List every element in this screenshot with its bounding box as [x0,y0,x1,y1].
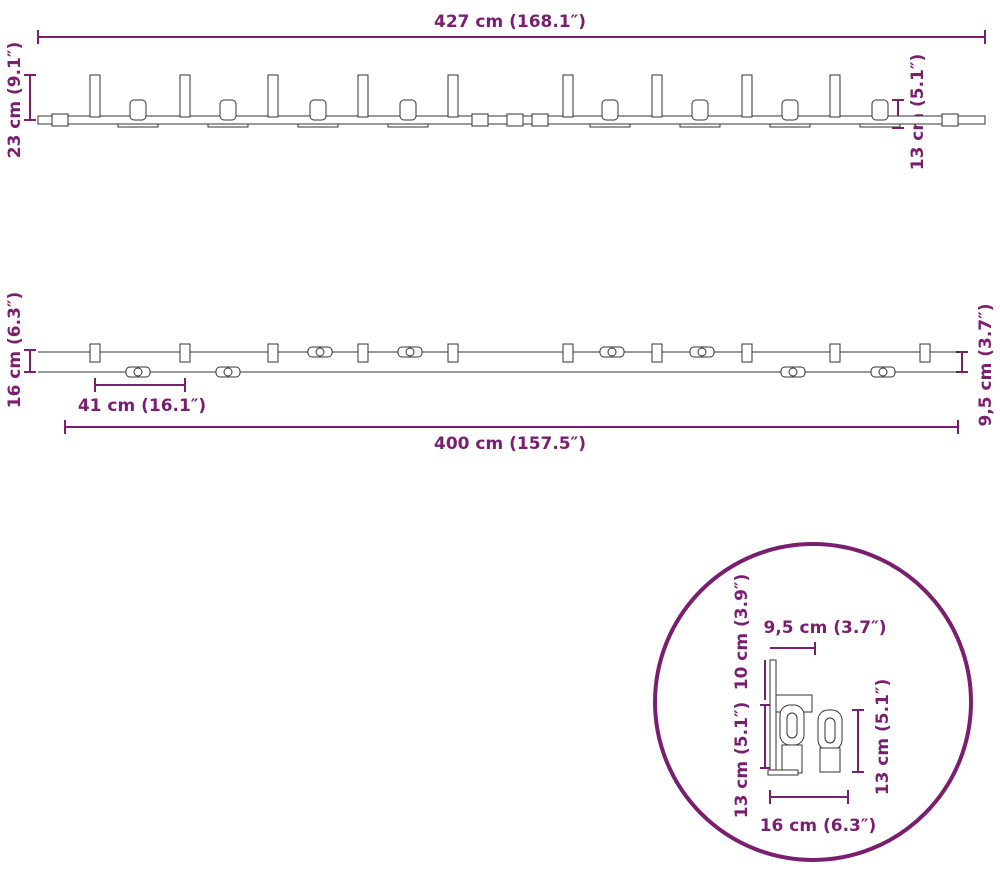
hardware [941,113,959,127]
hardware [223,367,233,377]
hardware [741,343,753,363]
hardware [179,74,191,118]
hardware [691,99,709,121]
hardware [788,367,798,377]
hardware [607,347,617,357]
dimension-label: 427 cm (168.1″) [434,12,586,32]
hardware [129,99,147,121]
hardware [781,99,799,121]
hardware [562,74,574,118]
hardware [651,74,663,118]
hardware [506,113,524,127]
hardware [859,123,901,128]
hardware [871,99,889,121]
hardware [769,123,811,128]
hardware [309,99,327,121]
hardware [919,343,931,363]
dimension-line [769,790,849,804]
hardware [651,343,663,363]
dimension-line [94,378,186,392]
hardware [357,343,369,363]
dimension-line [24,349,36,373]
dimension-line [64,420,959,434]
dimension-label: 23 cm (9.1″) [5,42,25,159]
top-rail [37,74,986,128]
dimension-label: 9,5 cm (3.7″) [976,304,996,427]
hardware [219,99,237,121]
dimension-label: 13 cm (5.1″) [908,54,928,171]
hardware [405,347,415,357]
hardware [117,123,159,128]
hardware [471,113,489,127]
hardware [89,343,101,363]
hardware [562,343,574,363]
hardware [267,343,279,363]
bottom-rail [38,343,960,378]
hardware [207,123,249,128]
dimension-label: 16 cm (6.3″) [760,816,877,836]
hardware [51,113,69,127]
dimension-label: 400 cm (157.5″) [434,434,586,454]
hardware [133,367,143,377]
hardware [829,74,841,118]
hardware [741,74,753,118]
hardware [399,99,417,121]
hardware [357,74,369,118]
hardware [531,113,549,127]
dimension-line [24,74,36,121]
dimension-line [852,709,864,773]
hardware [387,123,429,128]
dimension-label: 13 cm (5.1″) [732,702,752,819]
dimension-line [37,30,986,44]
hardware [679,123,721,128]
dimension-line [764,642,816,700]
dimension-label: 10 cm (3.9″) [732,574,752,691]
hardware [878,367,888,377]
hardware [89,74,101,118]
detail-circle [653,542,973,862]
dimension-label: 16 cm (6.3″) [5,292,25,409]
hardware [447,74,459,118]
hardware [267,74,279,118]
detail-hardware [767,659,843,776]
dimension-label: 13 cm (5.1″) [873,679,893,796]
dimension-label: 41 cm (16.1″) [78,396,206,416]
hardware [829,343,841,363]
hardware [315,347,325,357]
hardware [297,123,339,128]
hardware [447,343,459,363]
hardware [179,343,191,363]
hardware [589,123,631,128]
dimension-line [760,704,770,769]
dimension-label: 9,5 cm (3.7″) [764,618,887,638]
dimension-line [956,351,968,373]
hardware [601,99,619,121]
hardware [697,347,707,357]
